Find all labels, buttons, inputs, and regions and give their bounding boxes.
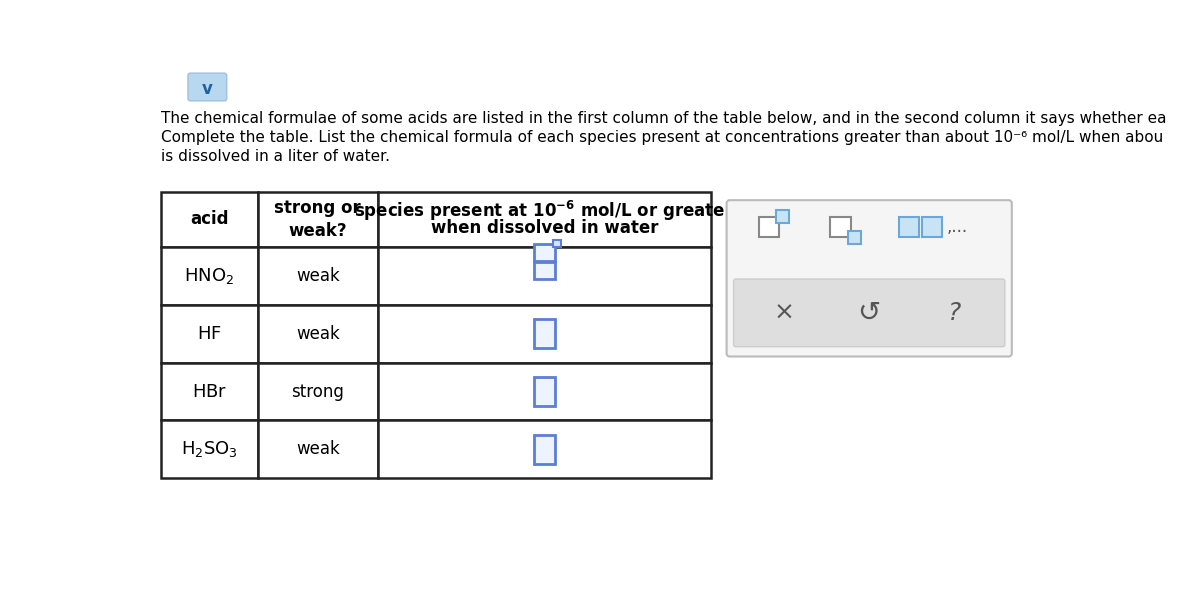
Bar: [161, 362, 258, 420]
Bar: [553, 240, 560, 247]
Text: strong or
weak?: strong or weak?: [275, 198, 361, 240]
Bar: [899, 217, 919, 237]
Bar: [258, 362, 378, 420]
Text: weak: weak: [296, 440, 340, 458]
Text: $\mathrm{HF}$: $\mathrm{HF}$: [197, 325, 222, 343]
Bar: [161, 192, 258, 247]
Bar: [378, 192, 712, 247]
Bar: [847, 231, 860, 244]
Bar: [534, 319, 554, 349]
Text: ↺: ↺: [858, 299, 881, 327]
Text: The chemical formulae of some acids are listed in the first column of the table : The chemical formulae of some acids are …: [161, 111, 1166, 126]
FancyBboxPatch shape: [733, 279, 1004, 347]
Text: is dissolved in a liter of water.: is dissolved in a liter of water.: [161, 150, 390, 165]
Bar: [378, 247, 712, 305]
Bar: [258, 420, 378, 478]
Bar: [258, 305, 378, 362]
Bar: [534, 377, 554, 406]
Text: strong: strong: [292, 382, 344, 400]
Text: weak: weak: [296, 267, 340, 285]
Text: $\mathrm{HBr}$: $\mathrm{HBr}$: [192, 382, 227, 400]
Text: Complete the table. List the chemical formula of each species present at concent: Complete the table. List the chemical fo…: [161, 130, 1163, 145]
Bar: [534, 244, 554, 260]
Bar: [776, 210, 790, 223]
FancyBboxPatch shape: [727, 200, 1012, 356]
Text: $\mathrm{HNO_2}$: $\mathrm{HNO_2}$: [185, 266, 234, 286]
Bar: [161, 247, 258, 305]
Text: ×: ×: [773, 301, 794, 325]
Text: v: v: [202, 80, 212, 98]
FancyBboxPatch shape: [188, 73, 227, 101]
Bar: [830, 217, 851, 237]
Bar: [534, 435, 554, 464]
Text: species present at $\mathbf{10^{-6}}$ mol/L or greater: species present at $\mathbf{10^{-6}}$ mo…: [354, 199, 734, 223]
Text: when dissolved in water: when dissolved in water: [431, 219, 659, 237]
Text: ?: ?: [948, 301, 961, 325]
Bar: [258, 247, 378, 305]
Bar: [258, 192, 378, 247]
Bar: [161, 420, 258, 478]
Text: ,...: ,...: [947, 218, 968, 236]
Bar: [161, 305, 258, 362]
Text: acid: acid: [190, 210, 228, 229]
Bar: [378, 305, 712, 362]
Bar: [922, 217, 942, 237]
Bar: [760, 217, 779, 237]
Bar: [534, 262, 554, 279]
Text: weak: weak: [296, 325, 340, 343]
Text: $\mathrm{H_2SO_3}$: $\mathrm{H_2SO_3}$: [181, 439, 238, 459]
Bar: [378, 420, 712, 478]
Bar: [378, 362, 712, 420]
